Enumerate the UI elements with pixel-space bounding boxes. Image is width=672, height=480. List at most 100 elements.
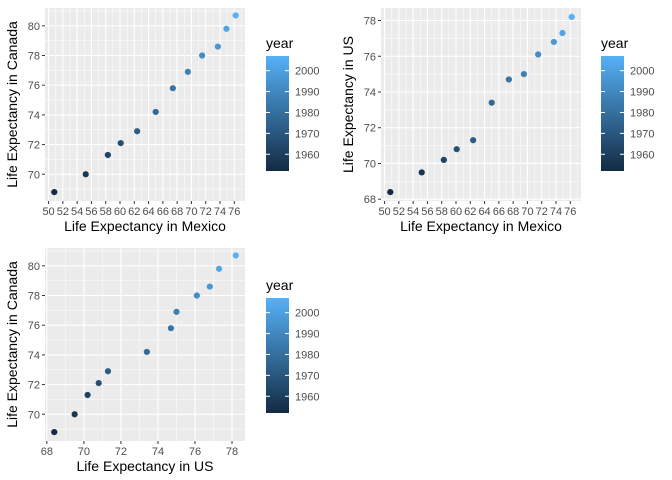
y-tick-label: 78 xyxy=(28,51,40,63)
data-point xyxy=(387,188,394,196)
data-point xyxy=(418,169,425,176)
y-axis-title: Life Expectancy in Canada xyxy=(4,21,20,188)
legend-tick-label: 1980 xyxy=(295,349,319,361)
x-tick-label: 72 xyxy=(115,446,127,458)
data-point xyxy=(82,171,89,178)
x-tick-label: 66 xyxy=(493,206,505,218)
x-tick-label: 58 xyxy=(100,206,112,218)
data-point xyxy=(520,71,527,78)
legend-title: year xyxy=(601,35,629,51)
data-point xyxy=(95,380,102,387)
y-tick-label: 74 xyxy=(28,350,40,362)
y-tick-label: 72 xyxy=(364,123,376,135)
legend-tick-label: 1960 xyxy=(295,149,319,161)
x-tick-label: 60 xyxy=(450,206,462,218)
data-point xyxy=(232,252,239,259)
data-point xyxy=(84,391,91,399)
data-point xyxy=(51,428,58,436)
data-point xyxy=(470,137,477,144)
panel-background xyxy=(45,8,245,201)
legend-year: year 1960 1970 1980 1990 2000 xyxy=(266,277,319,413)
data-point xyxy=(184,68,191,75)
legend-colorbar xyxy=(266,56,289,171)
x-tick-label: 70 xyxy=(78,446,90,458)
x-tick-label: 74 xyxy=(152,446,164,458)
x-tick-label: 72 xyxy=(536,206,548,218)
y-tick-label: 76 xyxy=(364,51,376,63)
chart-1: 50 52 54 56 58 60 62 64 66 68 70 72 74 76707274767880… xyxy=(4,8,319,234)
y-tick-label: 74 xyxy=(28,110,40,122)
legend-tick-label: 2000 xyxy=(295,308,319,320)
y-tick-label: 72 xyxy=(28,140,40,152)
data-point xyxy=(232,12,239,19)
data-point xyxy=(535,51,542,58)
legend-tick-label: 2000 xyxy=(630,66,654,78)
y-tick-label: 78 xyxy=(364,16,376,28)
legend-tick-label: 1990 xyxy=(630,87,654,99)
legend-tick-label: 1960 xyxy=(295,391,319,403)
legend-year: year 1960 1970 1980 1990 2000 xyxy=(601,35,654,171)
x-tick-label: 76 xyxy=(228,206,240,218)
data-point xyxy=(51,188,58,196)
data-point xyxy=(550,38,557,46)
data-point xyxy=(104,368,112,375)
y-tick-label: 68 xyxy=(364,194,376,206)
x-tick-label: 76 xyxy=(189,446,201,458)
x-tick-label: 58 xyxy=(436,206,448,218)
data-point xyxy=(215,265,223,272)
panel-background xyxy=(381,8,581,201)
y-tick-label: 72 xyxy=(28,380,40,392)
y-tick-label: 80 xyxy=(28,261,40,273)
x-tick-label: 54 xyxy=(407,206,419,218)
x-axis-title: Life Expectancy in Mexico xyxy=(400,218,562,234)
x-tick-label: 64 xyxy=(478,206,490,218)
y-axis-title: Life Expectancy in US xyxy=(340,36,356,173)
data-point xyxy=(71,411,78,418)
legend-tick-label: 1980 xyxy=(630,107,654,119)
legend-colorbar xyxy=(601,56,624,171)
x-tick-label: 54 xyxy=(71,206,83,218)
data-point xyxy=(117,140,124,147)
y-tick-label: 70 xyxy=(28,169,40,181)
x-tick-label: 68 xyxy=(41,446,53,458)
legend-tick-label: 1970 xyxy=(630,128,654,140)
x-tick-label: 52 xyxy=(393,206,405,218)
x-tick-label: 50 xyxy=(42,206,54,218)
data-point xyxy=(173,308,180,315)
data-point xyxy=(167,325,175,332)
data-point xyxy=(199,52,206,59)
x-tick-label: 70 xyxy=(521,206,533,218)
legend-title: year xyxy=(266,35,294,51)
data-point xyxy=(559,29,566,37)
x-tick-label: 62 xyxy=(128,206,140,218)
x-tick-label: 70 xyxy=(185,206,197,218)
x-tick-label: 56 xyxy=(421,206,433,218)
x-tick-label: 68 xyxy=(171,206,183,218)
data-point xyxy=(193,292,200,299)
y-tick-label: 74 xyxy=(364,87,376,99)
x-tick-label: 60 xyxy=(114,206,126,218)
legend-tick-label: 1960 xyxy=(630,149,654,161)
legend-colorbar xyxy=(266,298,289,413)
y-tick-label: 80 xyxy=(28,21,40,33)
y-axis-title: Life Expectancy in Canada xyxy=(4,261,20,428)
data-point xyxy=(568,13,575,21)
x-tick-label: 62 xyxy=(464,206,476,218)
x-axis-title: Life Expectancy in US xyxy=(77,458,214,474)
x-tick-label: 66 xyxy=(157,206,169,218)
data-point xyxy=(104,151,111,159)
legend-tick-label: 1970 xyxy=(295,128,319,140)
x-axis-title: Life Expectancy in Mexico xyxy=(64,218,226,234)
data-point xyxy=(440,156,447,163)
y-tick-label: 76 xyxy=(28,80,40,92)
data-point xyxy=(143,348,150,356)
chart-3: 68 70 72 74 76 78 70 72 74 76 78 80 Life Expectancy … xyxy=(4,248,319,474)
legend-tick-label: 1990 xyxy=(295,329,319,341)
x-tick-label: 64 xyxy=(142,206,154,218)
data-point xyxy=(134,128,141,135)
legend-tick-label: 2000 xyxy=(295,66,319,78)
y-tick-label: 76 xyxy=(28,320,40,332)
x-tick-label: 74 xyxy=(550,206,562,218)
data-point xyxy=(206,283,213,290)
